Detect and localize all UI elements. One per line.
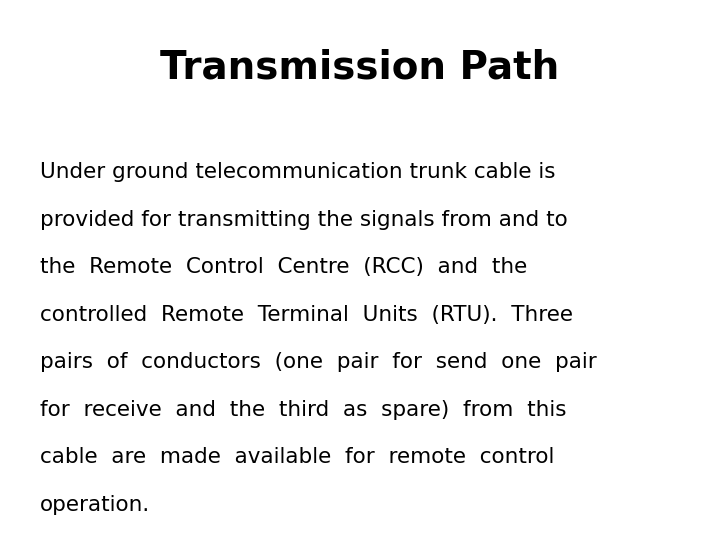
Text: the  Remote  Control  Centre  (RCC)  and  the: the Remote Control Centre (RCC) and the [40,257,527,277]
Text: provided for transmitting the signals from and to: provided for transmitting the signals fr… [40,210,567,230]
Text: pairs  of  conductors  (one  pair  for  send  one  pair: pairs of conductors (one pair for send o… [40,352,596,372]
Text: controlled  Remote  Terminal  Units  (RTU).  Three: controlled Remote Terminal Units (RTU). … [40,305,572,325]
Text: Under ground telecommunication trunk cable is: Under ground telecommunication trunk cab… [40,162,555,182]
Text: cable  are  made  available  for  remote  control: cable are made available for remote cont… [40,447,554,467]
Text: for  receive  and  the  third  as  spare)  from  this: for receive and the third as spare) from… [40,400,566,420]
Text: operation.: operation. [40,495,150,515]
Text: Transmission Path: Transmission Path [161,49,559,86]
